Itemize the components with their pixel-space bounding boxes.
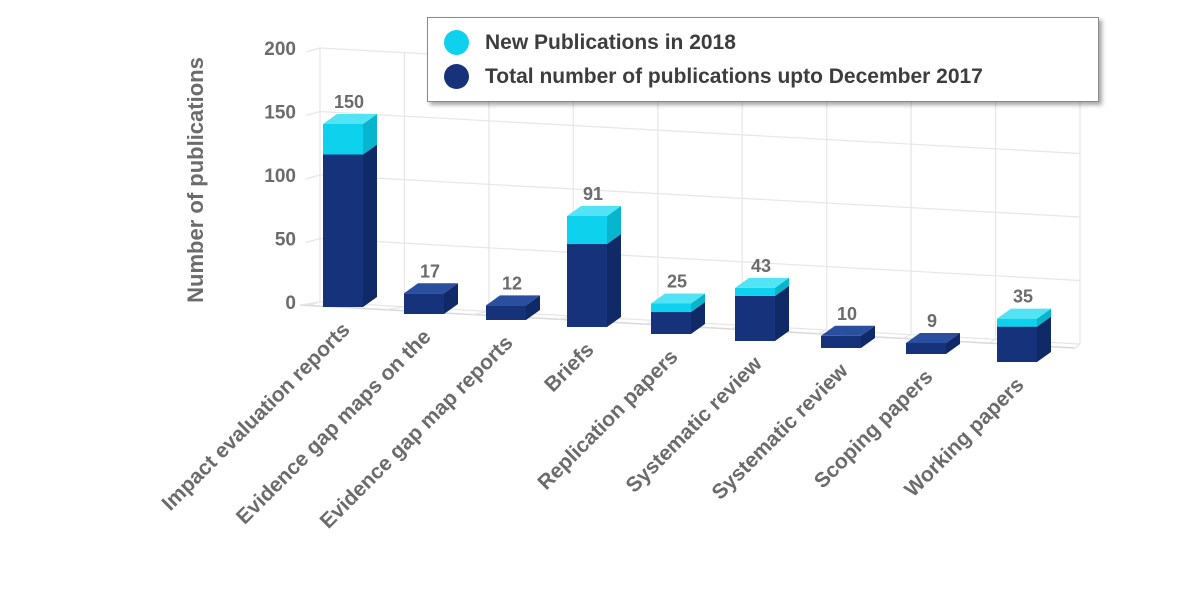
bar-total-5-front [735, 295, 775, 341]
data-label-4: 25 [667, 272, 687, 292]
x-tick-label-0: Impact evaluation reports [158, 318, 355, 515]
bar-total-8-front [997, 326, 1037, 362]
legend-item-total-2017[interactable]: Total number of publications upto Decemb… [444, 64, 983, 89]
bar-new-8-top [997, 308, 1051, 319]
bar-total-4-front [651, 312, 691, 334]
bar-new-0-front [323, 124, 363, 155]
gridline-depth-1 [305, 237, 321, 244]
floor-divider-1 [386, 306, 405, 311]
data-label-3: 91 [583, 184, 603, 204]
data-label-7: 9 [927, 311, 937, 331]
bar-total-6-front [821, 335, 861, 348]
legend-label-new-2018: New Publications in 2018 [485, 30, 736, 54]
bar-new-0-top [323, 114, 377, 124]
bar-total-2-top [486, 295, 540, 306]
bar-new-4-top [651, 293, 705, 304]
floor-divider-6 [816, 329, 827, 335]
bar-total-2-front [486, 305, 526, 320]
gridline-y-3 [319, 110, 1081, 155]
y-axis-label: Number of publications [183, 57, 208, 303]
data-label-2: 12 [502, 273, 522, 293]
gridline-depth-2 [305, 174, 321, 180]
bar-total-0-side [363, 144, 377, 307]
data-label-0: 150 [334, 92, 364, 112]
gridline-depth-3 [305, 110, 321, 117]
bar-total-6-side [861, 325, 875, 348]
gridline-y-1 [319, 237, 1081, 282]
bar-total-4-side [691, 302, 705, 334]
bar-total-0-front [323, 154, 363, 307]
bar-new-5-front [735, 287, 775, 296]
data-label-6: 10 [837, 304, 857, 324]
data-label-5: 43 [751, 256, 771, 276]
legend-swatch-total-2017 [444, 64, 469, 89]
bar-new-5-top [735, 277, 789, 288]
bar-new-4-front [651, 303, 691, 313]
legend-item-new-2018[interactable]: New Publications in 2018 [444, 30, 736, 55]
y-tick-label-1: 50 [275, 230, 296, 251]
legend: New Publications in 2018 Total number of… [427, 17, 1099, 102]
y-tick-label-3: 150 [264, 103, 296, 124]
gridline-depth-4 [305, 47, 321, 53]
bar-total-3-front [567, 244, 607, 327]
bar-new-0-side [363, 114, 377, 155]
bar-total-7-side [946, 333, 960, 354]
bar-total-6-top [821, 325, 875, 336]
bar-total-7-front [906, 343, 946, 354]
data-label-8: 35 [1013, 287, 1033, 307]
bar-new-8-side [1037, 308, 1051, 327]
floor-divider-9 [1074, 343, 1081, 349]
bar-total-1-front [404, 293, 444, 314]
y-tick-label-4: 200 [264, 39, 296, 60]
bar-new-3-top [567, 205, 621, 216]
bar-new-8-front [997, 318, 1037, 327]
x-tick-label-2: Evidence gap map reports [316, 331, 518, 533]
x-tick-label-3: Briefs [540, 338, 598, 396]
data-label-1: 17 [420, 261, 440, 281]
bar-total-7-top [906, 333, 960, 344]
bar-total-3-side [607, 234, 621, 327]
legend-label-total-2017: Total number of publications upto Decemb… [485, 64, 983, 88]
y-tick-label-0: 0 [285, 293, 296, 314]
gridline-y-2 [319, 174, 1081, 218]
legend-swatch-new-2018 [444, 30, 469, 55]
floor-divider-8 [988, 338, 996, 344]
bar-total-2-side [526, 295, 540, 320]
floor-divider-0 [299, 301, 321, 306]
bar-new-5-side [775, 277, 789, 296]
y-tick-label-2: 100 [264, 166, 296, 187]
bar-new-4-side [691, 293, 705, 313]
bar-new-3-side [607, 205, 621, 245]
bar-total-5-side [775, 285, 789, 341]
bar-total-1-side [444, 283, 458, 314]
floor-divider-7 [902, 334, 912, 339]
bar-total-1-top [404, 283, 458, 294]
bar-total-8-side [1037, 316, 1051, 362]
bar-new-3-front [567, 215, 607, 245]
